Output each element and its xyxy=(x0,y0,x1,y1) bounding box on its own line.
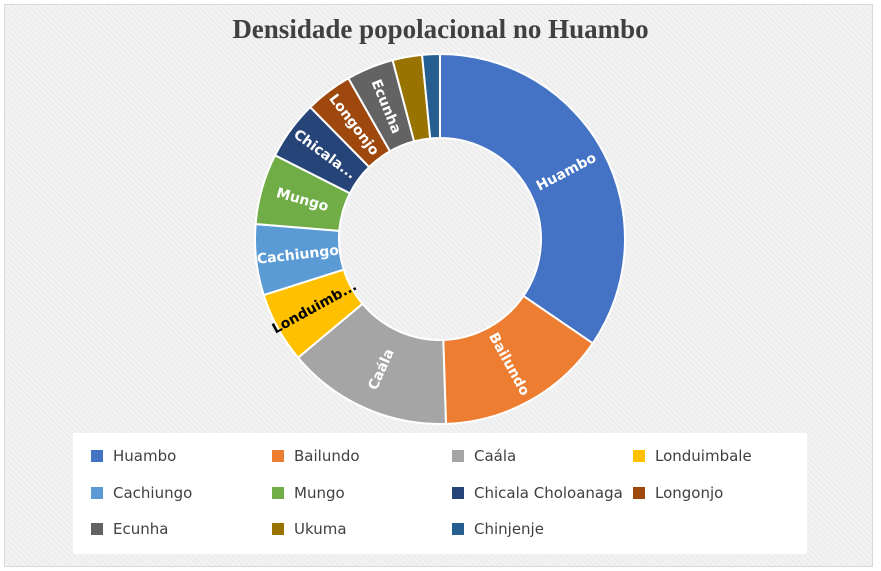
legend-swatch xyxy=(633,487,645,499)
legend-label: Chinjenje xyxy=(474,520,544,538)
legend-label: Longonjo xyxy=(655,484,724,502)
legend-label: Caála xyxy=(474,447,517,465)
legend-swatch xyxy=(272,523,284,535)
legend-swatch xyxy=(452,450,464,462)
legend-item-mungo: Mungo xyxy=(272,484,345,502)
legend-swatch xyxy=(91,487,103,499)
legend-item-caala: Caála xyxy=(452,447,516,465)
legend-item-huambo: Huambo xyxy=(91,447,176,465)
legend-swatch xyxy=(452,523,464,535)
legend-item-londuimbale: Londuimbale xyxy=(633,447,752,465)
legend-swatch xyxy=(91,450,103,462)
legend-label: Bailundo xyxy=(294,447,360,465)
legend-item-ecunha: Ecunha xyxy=(91,520,168,538)
legend-label: Mungo xyxy=(294,484,345,502)
legend-label: Ukuma xyxy=(294,520,347,538)
legend-label: Londuimbale xyxy=(655,447,752,465)
legend-swatch xyxy=(633,450,645,462)
legend-label: Chicala Choloanaga xyxy=(474,484,623,502)
chart-legend: Huambo Bailundo Caála Londuimbale Cachiungo M… xyxy=(73,433,807,554)
legend-label: Ecunha xyxy=(113,520,169,538)
chart-title: Densidade popolacional no Huambo xyxy=(232,14,649,44)
legend-swatch xyxy=(272,487,284,499)
legend-item-bailundo: Bailundo xyxy=(272,447,360,465)
slice-chinjenje xyxy=(420,52,441,140)
slice-huambo xyxy=(439,52,626,345)
legend-item-chinjenje: Chinjenje xyxy=(452,520,544,538)
legend-label: Cachiungo xyxy=(113,484,193,502)
legend-item-ukuma: Ukuma xyxy=(272,520,347,538)
legend-swatch xyxy=(91,523,103,535)
legend-swatch xyxy=(272,450,284,462)
legend-label: Huambo xyxy=(113,447,177,465)
legend-swatch xyxy=(452,487,464,499)
legend-item-cachiungo: Cachiungo xyxy=(91,484,192,502)
legend-item-longonjo: Longonjo xyxy=(633,484,723,502)
legend-item-chicala-choloanaga: Chicala Choloanaga xyxy=(452,484,623,502)
